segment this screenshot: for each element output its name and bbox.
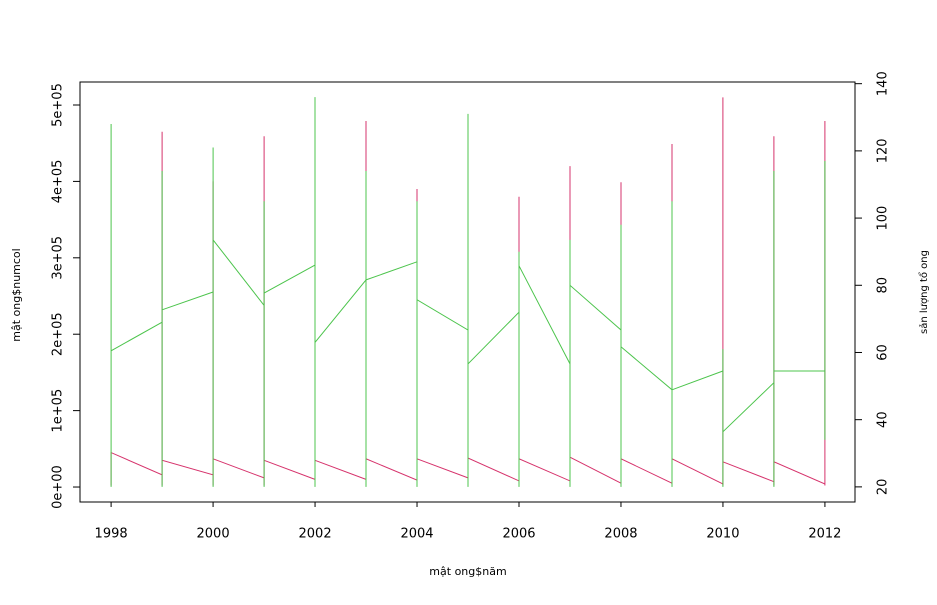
y-axis-label: mật ong$numcol [10,248,23,341]
y-tick-label: 1e+05 [51,389,66,433]
x-tick-label: 2012 [808,527,841,542]
x-tick-label: 2010 [706,527,739,542]
series-line [110,97,826,487]
x-tick-label: 1998 [95,527,128,542]
y2-tick-label: 140 [876,71,891,96]
y-tick-label: 3e+05 [51,236,66,280]
y-tick-label: 4e+05 [51,160,66,204]
y2-tick-label: 40 [876,411,891,428]
x-tick-label: 2008 [604,527,637,542]
y2-axis-label: sản lượng tổ ong [917,250,930,334]
x-tick-label: 2006 [502,527,535,542]
y-tick-label: 0e+00 [51,465,66,509]
y2-tick-label: 100 [876,206,891,231]
x-axis-label: mật ong$năm [429,565,506,578]
y2-tick-label: 120 [876,138,891,163]
y-tick-label: 5e+05 [51,83,66,127]
x-tick-label: 2004 [400,527,433,542]
y2-tick-label: 80 [876,277,891,294]
x-tick-label: 2002 [299,527,332,542]
x-tick-label: 2000 [197,527,230,542]
y2-tick-label: 20 [876,479,891,496]
y2-tick-label: 60 [876,344,891,361]
y-tick-label: 2e+05 [51,312,66,356]
